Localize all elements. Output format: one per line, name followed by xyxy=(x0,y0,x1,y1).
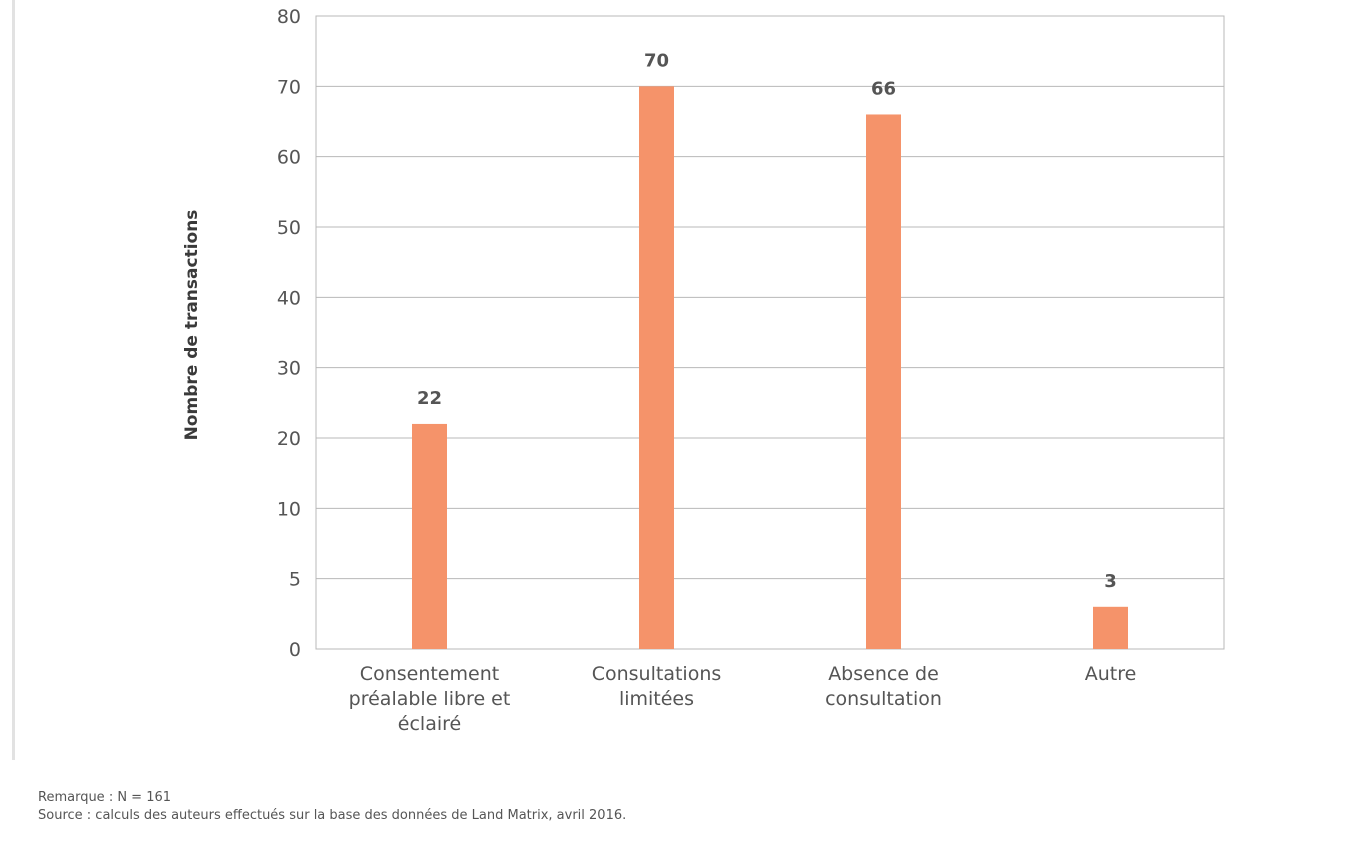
y-tick-label: 10 xyxy=(277,498,301,520)
plot-frame xyxy=(315,15,1225,650)
labels-layer: 0 5 10 20 30 40 50 60 70 80 22 Consentement préalabl… xyxy=(277,6,1136,735)
y-axis-label: Nombre de transactions xyxy=(182,210,202,441)
data-label: 3 xyxy=(1104,571,1117,592)
grid-layer xyxy=(316,85,1224,580)
y-tick-label: 50 xyxy=(277,217,301,239)
x-tick-label: Consultations limitées xyxy=(592,663,722,710)
y-tick-label: 0 xyxy=(289,639,301,661)
data-label: 22 xyxy=(417,388,442,409)
data-label: 66 xyxy=(871,78,896,99)
y-tick-label: 5 xyxy=(289,569,301,591)
left-rule xyxy=(12,0,15,760)
x-tick-label: Consentement préalable libre et éclairé xyxy=(349,663,511,735)
bar xyxy=(412,423,447,649)
bar xyxy=(1093,606,1128,649)
y-tick-label: 30 xyxy=(277,358,301,380)
y-tick-label: 70 xyxy=(277,76,301,98)
bars-layer xyxy=(412,86,1128,650)
y-tick-label: 80 xyxy=(277,6,301,28)
x-tick-label: Absence de consultation xyxy=(825,663,942,710)
source-note: Source : calculs des auteurs effectués s… xyxy=(38,808,627,823)
bar xyxy=(866,114,901,649)
bar xyxy=(639,86,674,650)
bar-chart: 0 5 10 20 30 40 50 60 70 80 22 Consentement préalabl… xyxy=(182,6,1225,735)
y-tick-label: 20 xyxy=(277,428,301,450)
data-label: 70 xyxy=(644,50,669,71)
remark-note: Remarque : N = 161 xyxy=(38,790,172,805)
chart-notes: Remarque : N = 161 Source : calculs des … xyxy=(38,789,626,825)
x-tick-label: Autre xyxy=(1085,663,1137,685)
y-tick-label: 60 xyxy=(277,147,301,169)
y-tick-label: 40 xyxy=(277,287,301,309)
